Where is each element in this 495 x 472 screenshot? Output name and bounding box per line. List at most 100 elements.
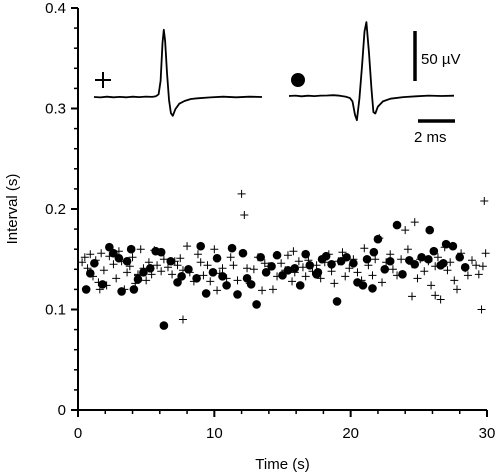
cross-point [288, 277, 297, 286]
dot-point [267, 261, 276, 271]
x-tick-label: 30 [479, 425, 495, 442]
cross-point [413, 274, 422, 283]
dot-point [385, 256, 395, 266]
cross-point [431, 291, 440, 300]
cross-point [401, 226, 410, 235]
dot-point [201, 289, 211, 298]
cross-point [298, 263, 307, 272]
cross-point [289, 247, 298, 256]
waveform-cross-marker [95, 72, 111, 88]
dot-point [139, 268, 148, 277]
cross-point [478, 262, 487, 271]
dot-point [192, 274, 201, 283]
cross-point [237, 189, 246, 198]
dot-point [410, 259, 420, 269]
cross-point [341, 272, 350, 281]
cross-point [226, 253, 235, 262]
cross-point [159, 255, 168, 264]
cross-point [410, 218, 419, 227]
dot-point [196, 241, 205, 251]
time-scale-label: 2 ms [414, 129, 447, 146]
x-tick-label: 0 [74, 425, 82, 442]
dot-point [295, 281, 305, 290]
dot-point [177, 272, 186, 281]
y-axis-label: Interval (s) [4, 174, 21, 245]
dot-point [460, 262, 470, 272]
cross-point [163, 263, 172, 272]
waveform-trace [93, 28, 263, 117]
cross-point [78, 258, 87, 267]
dot-point [301, 249, 310, 259]
cross-point [294, 257, 303, 266]
cross-point [206, 277, 215, 286]
cross-point [136, 245, 145, 254]
dot-point [242, 274, 252, 283]
cross-point [142, 276, 151, 285]
cross-point [450, 276, 459, 285]
cross-point [243, 264, 252, 273]
dot-point [166, 256, 176, 266]
dot-point [98, 280, 107, 289]
dot-point [252, 300, 261, 309]
cross-point [218, 264, 227, 273]
cross-point [109, 260, 118, 269]
cross-point [112, 274, 121, 283]
cross-point [463, 271, 472, 280]
cross-point [173, 261, 182, 270]
y-tick-label: 0.2 [45, 201, 66, 218]
dot-point [362, 254, 372, 264]
cross-point [477, 305, 486, 314]
waveform-insets [93, 21, 455, 122]
dot-point [105, 242, 114, 252]
dot-point [233, 290, 242, 299]
cross-point [397, 255, 406, 264]
dot-point [85, 269, 95, 278]
dot-point [380, 265, 390, 274]
y-tick-label: 0 [58, 402, 66, 419]
cross-point [99, 266, 108, 275]
cross-point [327, 267, 336, 276]
dot-point [222, 281, 231, 290]
cross-point [436, 295, 445, 304]
dot-point [425, 225, 435, 235]
voltage-scale-label: 50 µV [421, 51, 461, 68]
dot-point [117, 287, 126, 296]
cross-point [178, 315, 187, 324]
dot-point [327, 259, 336, 269]
cross-point [80, 253, 89, 262]
cross-point [268, 285, 277, 294]
cross-point [386, 250, 395, 259]
cross-point [193, 250, 202, 259]
dot-point [212, 253, 222, 263]
cross-point [388, 265, 397, 274]
dot-point [369, 247, 379, 257]
dot-point [208, 268, 218, 277]
dot-point [349, 258, 358, 268]
dot-point [184, 265, 193, 274]
y-tick-label: 0.3 [45, 101, 66, 118]
cross-point [199, 271, 208, 280]
cross-point [183, 242, 192, 251]
dot-point [342, 252, 351, 262]
y-tick-label: 0.1 [45, 302, 66, 319]
dot-point [332, 297, 342, 306]
dot-point [448, 241, 458, 251]
dot-point [321, 251, 331, 261]
cross-point [360, 244, 369, 253]
cross-point [368, 271, 377, 280]
cross-point [240, 211, 249, 220]
cross-point [472, 261, 481, 270]
cross-point [468, 256, 477, 265]
dot-point [392, 220, 402, 230]
cross-point [443, 266, 452, 275]
dot-point [290, 263, 300, 273]
dot-point [90, 258, 99, 268]
cross-point [474, 270, 483, 279]
dot-point [126, 244, 136, 254]
cross-point [97, 249, 106, 258]
dot-point [173, 278, 182, 287]
dot-point [122, 256, 132, 266]
scale-bars [413, 31, 455, 123]
cross-point [233, 276, 242, 285]
